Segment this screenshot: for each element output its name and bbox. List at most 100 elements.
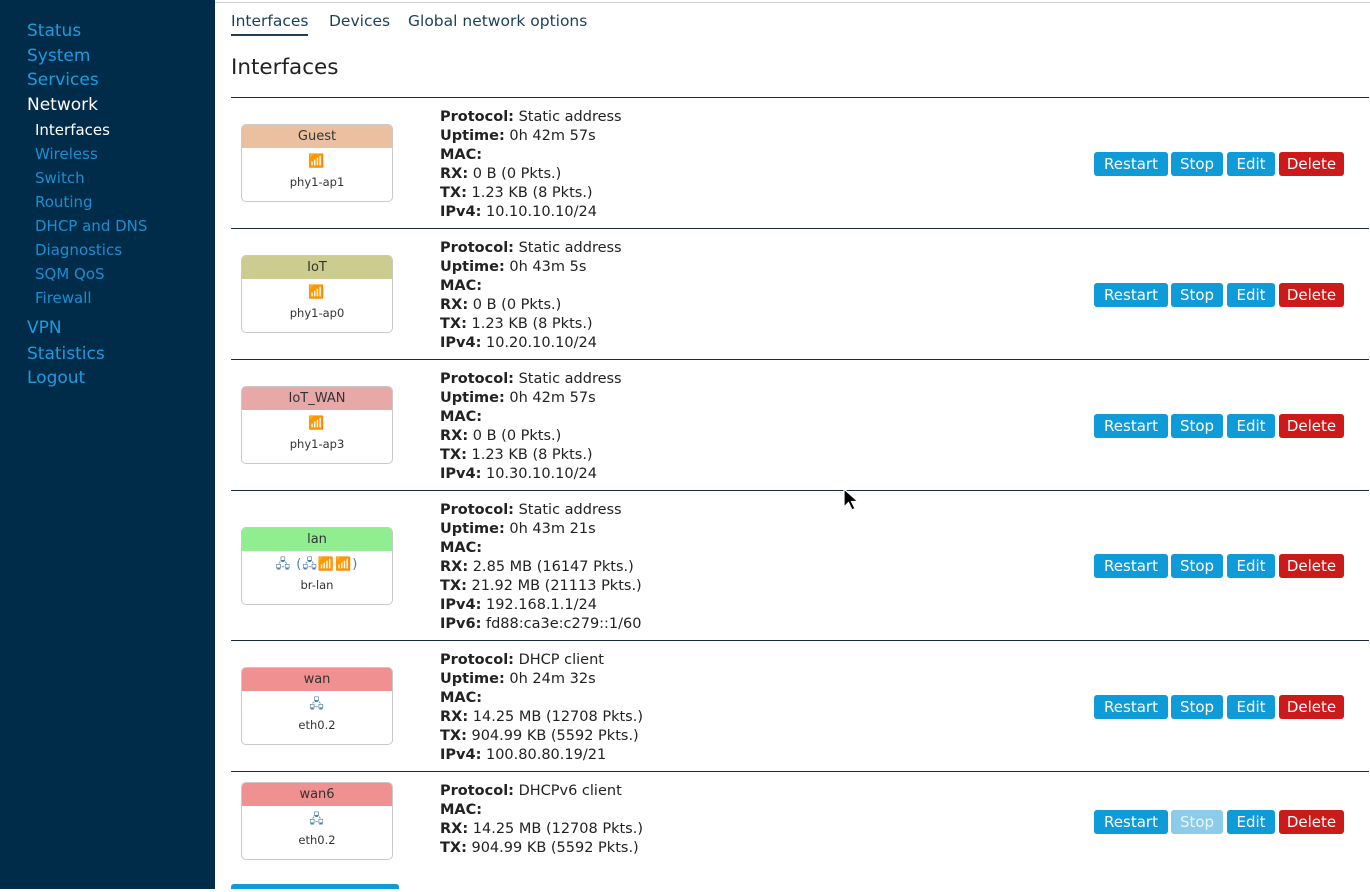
interface-device: phy1-ap0	[289, 306, 345, 320]
stop-button[interactable]: Stop	[1171, 554, 1223, 578]
page-title: Interfaces	[231, 55, 339, 80]
nav-network-wireless[interactable]: Wireless	[35, 145, 98, 163]
status-mac: MAC:	[440, 802, 483, 818]
interface-name: IoT	[242, 256, 392, 279]
nav-services[interactable]: Services	[27, 70, 99, 90]
delete-button[interactable]: Delete	[1279, 283, 1344, 307]
interface-status: Protocol: DHCP client Uptime: 0h 24m 32s M…	[440, 651, 643, 765]
interface-row: IoT 📶 phy1-ap0 Protocol: Static address Upti…	[231, 228, 1369, 360]
status-mac: MAC:	[440, 147, 483, 163]
bridge-icon: 🖧 (🖧📶📶)	[275, 557, 359, 572]
tab-global-network-options[interactable]: Global network options	[408, 12, 588, 30]
interface-badge: Guest 📶 phy1-ap1	[241, 124, 393, 202]
nav-logout[interactable]: Logout	[27, 368, 86, 388]
delete-button[interactable]: Delete	[1279, 695, 1344, 719]
interface-badge: lan 🖧 (🖧📶📶) br-lan	[241, 527, 393, 605]
status-protocol: Protocol: DHCP client	[440, 652, 604, 668]
restart-button[interactable]: Restart	[1094, 554, 1168, 578]
status-tx: TX: 1.23 KB (8 Pkts.)	[440, 316, 593, 332]
delete-button[interactable]: Delete	[1279, 152, 1344, 176]
edit-button[interactable]: Edit	[1227, 554, 1275, 578]
stop-button[interactable]: Stop	[1171, 152, 1223, 176]
nav-network-firewall[interactable]: Firewall	[35, 289, 92, 307]
status-mac: MAC:	[440, 278, 483, 294]
status-rx: RX: 14.25 MB (12708 Pkts.)	[440, 821, 643, 837]
stop-button[interactable]: Stop	[1171, 810, 1223, 834]
status-ipv4: IPv4: 10.10.10.10/24	[440, 204, 597, 220]
interface-device: eth0.2	[298, 833, 336, 847]
restart-button[interactable]: Restart	[1094, 283, 1168, 307]
delete-button[interactable]: Delete	[1279, 414, 1344, 438]
status-ipv4: IPv4: 10.30.10.10/24	[440, 466, 597, 482]
stop-button[interactable]: Stop	[1171, 414, 1223, 438]
status-rx: RX: 14.25 MB (12708 Pkts.)	[440, 709, 643, 725]
restart-button[interactable]: Restart	[1094, 152, 1168, 176]
interface-status: Protocol: Static address Uptime: 0h 42m 5…	[440, 370, 622, 484]
status-tx: TX: 1.23 KB (8 Pkts.)	[440, 447, 593, 463]
status-ipv4: IPv4: 192.168.1.1/24	[440, 597, 597, 613]
interface-row: wan6 🖧 eth0.2 Protocol: DHCPv6 client MAC: R…	[231, 771, 1369, 892]
status-uptime: Uptime: 0h 24m 32s	[440, 671, 596, 687]
status-mac: MAC:	[440, 540, 483, 556]
delete-button[interactable]: Delete	[1279, 810, 1344, 834]
stop-button[interactable]: Stop	[1171, 283, 1223, 307]
interface-row: Guest 📶 phy1-ap1 Protocol: Static address Up…	[231, 97, 1369, 229]
wifi-icon: 📶	[308, 154, 326, 169]
status-rx: RX: 0 B (0 Pkts.)	[440, 297, 562, 313]
nav-network-dhcp-dns[interactable]: DHCP and DNS	[35, 217, 148, 235]
tab-interfaces[interactable]: Interfaces	[231, 12, 309, 36]
restart-button[interactable]: Restart	[1094, 414, 1168, 438]
nav-network-diagnostics[interactable]: Diagnostics	[35, 241, 123, 259]
interface-name: Guest	[242, 125, 392, 148]
status-ipv4: IPv4: 10.20.10.10/24	[440, 335, 597, 351]
stop-button[interactable]: Stop	[1171, 695, 1223, 719]
edit-button[interactable]: Edit	[1227, 810, 1275, 834]
interface-name: wan6	[242, 783, 392, 806]
edit-button[interactable]: Edit	[1227, 283, 1275, 307]
nav-network-switch[interactable]: Switch	[35, 169, 85, 187]
interface-name: wan	[242, 668, 392, 691]
nav-vpn[interactable]: VPN	[27, 318, 62, 338]
restart-button[interactable]: Restart	[1094, 695, 1168, 719]
tab-devices[interactable]: Devices	[329, 12, 391, 30]
wifi-icon: 📶	[308, 416, 326, 431]
interface-row: IoT_WAN 📶 phy1-ap3 Protocol: Static address…	[231, 359, 1369, 491]
interface-device: br-lan	[300, 578, 334, 592]
wifi-icon: 📶	[308, 285, 326, 300]
status-tx: TX: 904.99 KB (5592 Pkts.)	[440, 840, 639, 856]
status-uptime: Uptime: 0h 42m 57s	[440, 390, 596, 406]
status-protocol: Protocol: Static address	[440, 502, 622, 518]
nav-network-sqm-qos[interactable]: SQM QoS	[35, 265, 105, 283]
interface-badge: wan6 🖧 eth0.2	[241, 782, 393, 860]
edit-button[interactable]: Edit	[1227, 152, 1275, 176]
ethernet-icon: 🖧	[309, 812, 325, 827]
status-mac: MAC:	[440, 690, 483, 706]
nav-network-interfaces[interactable]: Interfaces	[35, 121, 110, 139]
status-rx: RX: 0 B (0 Pkts.)	[440, 428, 562, 444]
nav-system[interactable]: System	[27, 46, 91, 66]
nav-statistics[interactable]: Statistics	[27, 344, 105, 364]
delete-button[interactable]: Delete	[1279, 554, 1344, 578]
status-tx: TX: 1.23 KB (8 Pkts.)	[440, 185, 593, 201]
restart-button[interactable]: Restart	[1094, 810, 1168, 834]
nav-network[interactable]: Network	[27, 95, 98, 115]
edit-button[interactable]: Edit	[1227, 695, 1275, 719]
nav-network-routing[interactable]: Routing	[35, 193, 93, 211]
interface-device: phy1-ap3	[289, 437, 345, 451]
interface-status: Protocol: DHCPv6 client MAC: RX: 14.25 MB…	[440, 782, 643, 858]
interface-row: lan 🖧 (🖧📶📶) br-lan Protocol: Static address…	[231, 490, 1369, 641]
interface-badge: IoT 📶 phy1-ap0	[241, 255, 393, 333]
nav-status[interactable]: Status	[27, 21, 82, 41]
add-interface-button[interactable]	[231, 884, 399, 889]
interface-device: phy1-ap1	[289, 175, 345, 189]
interface-device: eth0.2	[298, 718, 336, 732]
status-rx: RX: 2.85 MB (16147 Pkts.)	[440, 559, 634, 575]
status-protocol: Protocol: Static address	[440, 109, 622, 125]
interface-badge: IoT_WAN 📶 phy1-ap3	[241, 386, 393, 464]
status-uptime: Uptime: 0h 43m 5s	[440, 259, 587, 275]
main-content: Interfaces Devices Global network option…	[215, 0, 1370, 889]
status-protocol: Protocol: Static address	[440, 371, 622, 387]
status-tx: TX: 904.99 KB (5592 Pkts.)	[440, 728, 639, 744]
edit-button[interactable]: Edit	[1227, 414, 1275, 438]
top-divider	[215, 2, 1370, 3]
